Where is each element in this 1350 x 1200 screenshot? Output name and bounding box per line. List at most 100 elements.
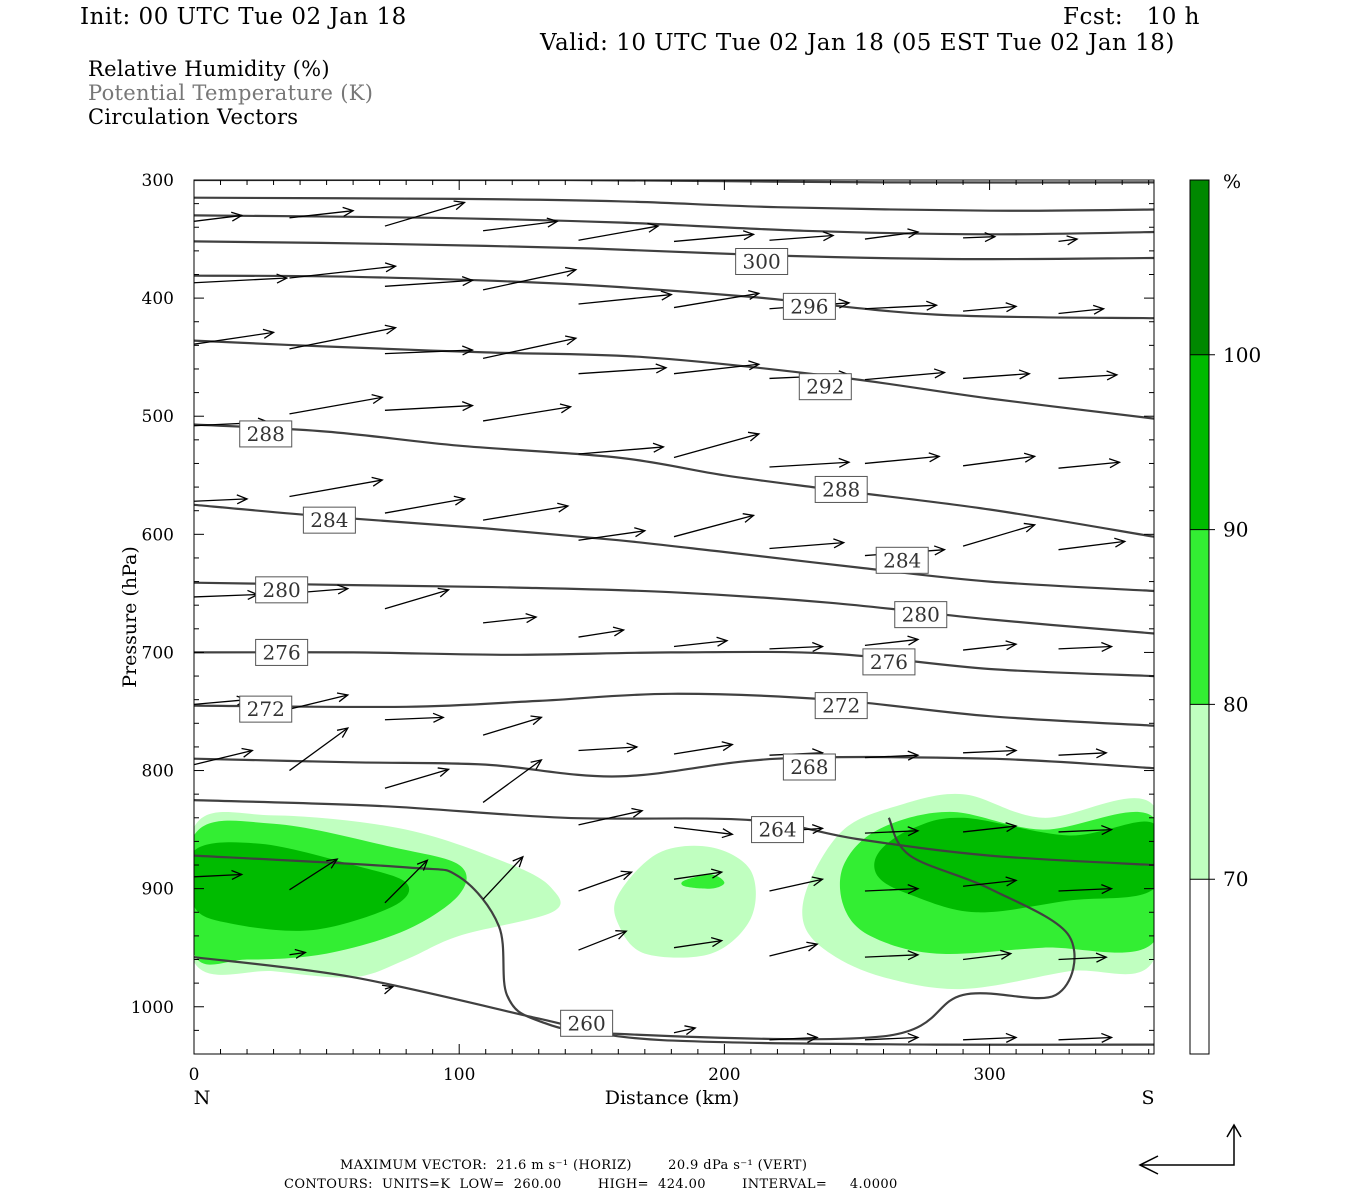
- circulation-vector: [963, 369, 1031, 380]
- circulation-vectors: [194, 200, 1127, 1044]
- circulation-vector: [384, 401, 475, 412]
- circulation-vector: [962, 822, 1018, 833]
- theta-contour-line: [194, 799, 1154, 867]
- circulation-vector: [1058, 235, 1079, 246]
- circulation-vector: [482, 758, 543, 803]
- theta-contour-line: [194, 581, 1154, 635]
- colorbar-level-label: 100: [1223, 343, 1261, 367]
- svg-text:272: 272: [247, 697, 285, 721]
- circulation-vector: [289, 324, 398, 350]
- circulation-vector: [673, 360, 761, 375]
- y-tick-label: 1000: [131, 998, 174, 1018]
- circulation-vector: [482, 502, 570, 521]
- circulation-vector: [1058, 884, 1114, 895]
- circulation-vector: [289, 262, 398, 279]
- circulation-vector: [578, 930, 628, 951]
- theta-contour-line: [194, 274, 1154, 320]
- theta-label: 276: [862, 648, 916, 676]
- theta-label: 288: [239, 420, 293, 448]
- circulation-vector: [289, 727, 350, 772]
- rh-region-90: [874, 817, 1154, 913]
- circulation-vector: [578, 363, 668, 375]
- circulation-vector: [1058, 458, 1122, 469]
- circulation-vector: [482, 855, 524, 900]
- valid-time: Valid: 10 UTC Tue 02 Jan 18 (05 EST Tue …: [540, 30, 1175, 56]
- theta-label: 280: [255, 576, 309, 604]
- circulation-vector: [289, 858, 339, 891]
- contour-info: CONTOURS: UNITS=K LOW= 260.00 HIGH= 424.…: [284, 1177, 898, 1192]
- circulation-vector: [1058, 952, 1108, 963]
- circulation-vector: [769, 538, 846, 550]
- init-time: Init: 00 UTC Tue 02 Jan 18: [80, 4, 407, 30]
- theta-contour-line: [194, 817, 1076, 1041]
- theta-contour-line: [194, 423, 1154, 538]
- svg-text:260: 260: [568, 1011, 606, 1035]
- circulation-vector: [673, 230, 756, 243]
- circulation-vector: [482, 403, 573, 422]
- svg-text:296: 296: [790, 294, 828, 318]
- circulation-vector: [384, 712, 445, 723]
- circulation-vector: [1058, 537, 1127, 551]
- y-tick-label: 500: [142, 407, 174, 427]
- theta-contour-labels: 300 296 292 288 288 284 284 280 280 276 276 272 272 2…: [239, 247, 948, 1037]
- circulation-vector: [673, 289, 761, 309]
- circulation-vector: [1058, 748, 1108, 759]
- x-tick-label: 0: [189, 1065, 200, 1085]
- legend-potential-temperature: Potential Temperature (K): [88, 81, 374, 105]
- circulation-vector: [194, 494, 249, 505]
- x-end-label-north: N: [194, 1087, 211, 1109]
- circulation-vector: [864, 750, 920, 761]
- circulation-vector: [289, 206, 355, 219]
- circulation-vector: [1058, 1032, 1114, 1043]
- circulation-vector: [482, 266, 578, 291]
- circulation-vector: [673, 636, 729, 648]
- circulation-vector: [578, 626, 626, 638]
- svg-text:284: 284: [310, 508, 348, 532]
- circulation-vector: [384, 345, 475, 356]
- theta-label: 260: [560, 1009, 614, 1037]
- rh-region-70: [614, 845, 756, 958]
- circulation-vector: [482, 217, 559, 232]
- theta-label: 300: [735, 247, 789, 275]
- circulation-vector: [673, 1025, 697, 1036]
- x-end-label-south: S: [1141, 1087, 1154, 1109]
- svg-text:276: 276: [263, 640, 301, 664]
- circulation-vector: [289, 476, 384, 498]
- circulation-vector: [864, 228, 920, 240]
- circulation-vector: [864, 826, 920, 837]
- circulation-vector: [578, 807, 644, 826]
- circulation-vector: [482, 613, 538, 624]
- svg-text:284: 284: [883, 548, 921, 572]
- circulation-vector: [194, 273, 289, 284]
- circulation-vector: [194, 747, 254, 766]
- circulation-vector: [962, 949, 1013, 961]
- circulation-vector: [769, 231, 835, 242]
- circulation-vector: [578, 290, 673, 305]
- circulation-vector: [578, 527, 647, 541]
- circulation-vector: [864, 368, 947, 381]
- circulation-vector: [289, 394, 384, 415]
- y-tick-label: 700: [142, 643, 174, 663]
- svg-text:276: 276: [870, 650, 908, 674]
- circulation-vector: [673, 431, 761, 459]
- circulation-vector: [1058, 641, 1114, 653]
- y-tick-label: 300: [142, 171, 174, 191]
- circulation-vector: [769, 876, 825, 892]
- circulation-vector: [578, 870, 634, 892]
- circulation-vector: [384, 275, 475, 287]
- circulation-vector: [673, 513, 756, 538]
- colorbar-level-label: 70: [1223, 867, 1248, 891]
- circulation-vector: [1058, 824, 1114, 836]
- circulation-vector: [673, 937, 724, 949]
- circulation-vector: [578, 742, 639, 753]
- theta-label: 272: [814, 692, 868, 720]
- svg-text:272: 272: [822, 694, 860, 718]
- circulation-vector: [769, 457, 851, 468]
- circulation-vector: [289, 692, 350, 710]
- theta-contour-line: [194, 339, 1154, 420]
- theta-contour-line: [194, 956, 1154, 1046]
- circulation-vector: [381, 984, 395, 995]
- circulation-vector: [194, 211, 244, 222]
- circulation-vector: [962, 876, 1018, 887]
- svg-text:288: 288: [247, 422, 285, 446]
